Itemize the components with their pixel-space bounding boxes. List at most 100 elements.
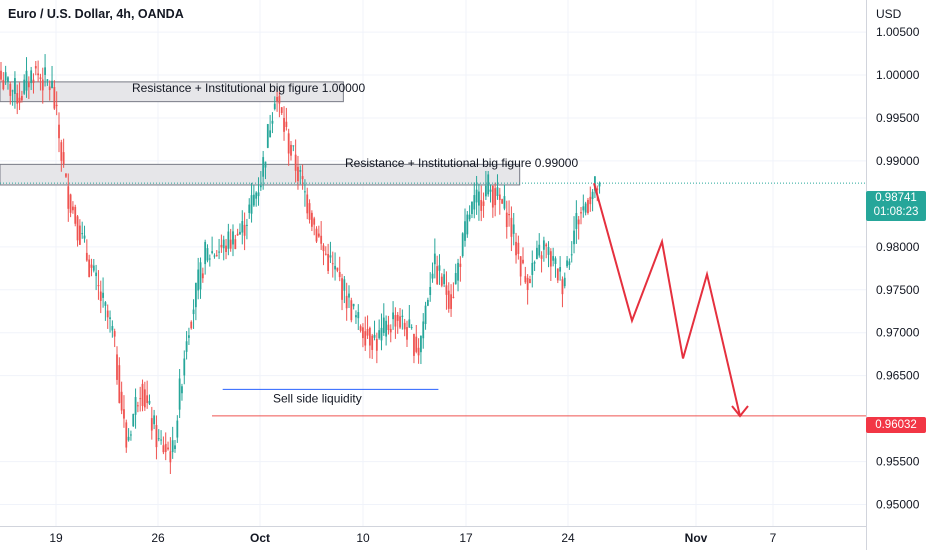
projection-arrowhead: [731, 405, 749, 418]
candle-body: [568, 261, 571, 266]
candle-body: [16, 93, 19, 104]
candle-body: [359, 326, 362, 331]
candle-body: [160, 439, 162, 441]
x-tick-label: 24: [561, 531, 575, 545]
resistance-zone: [0, 81, 344, 103]
candle-body: [378, 330, 381, 339]
candle-body: [150, 418, 153, 431]
resistance-zone: [0, 163, 521, 186]
candle-body: [536, 247, 538, 260]
candle-body: [246, 224, 248, 226]
currency-label: USD: [876, 7, 902, 21]
candle-body: [496, 187, 499, 196]
candle-body: [243, 224, 246, 236]
candle-body: [222, 239, 225, 249]
candle-body: [480, 199, 483, 211]
candle-body: [426, 299, 429, 306]
candle-body: [322, 245, 325, 252]
candle-body: [264, 161, 267, 168]
candle-body: [227, 231, 230, 249]
candle-body: [396, 314, 399, 321]
y-tick-label: 1.00500: [876, 25, 920, 39]
candle-body: [561, 279, 564, 295]
candle-body: [338, 271, 341, 278]
candle-body: [23, 79, 26, 94]
candle-body: [478, 191, 480, 206]
candle-body: [580, 212, 582, 214]
candle-body: [44, 67, 46, 75]
candle-body: [271, 120, 274, 124]
candle-body: [11, 90, 14, 92]
candle-body: [188, 335, 190, 338]
candle-body: [92, 265, 95, 271]
candle-body: [331, 263, 334, 265]
candle-body: [336, 267, 339, 271]
candle-body: [194, 282, 197, 308]
candle-body: [143, 389, 146, 408]
candle-body: [58, 124, 60, 139]
last-price-value: 0.98741: [875, 192, 917, 204]
candle-body: [278, 96, 281, 104]
candle-body: [192, 309, 195, 315]
candle-body: [111, 326, 114, 331]
candle-body: [459, 263, 462, 267]
candle-body: [250, 195, 253, 214]
candle-body: [76, 216, 79, 241]
x-tick-label: 26: [151, 531, 165, 545]
candle-body: [584, 203, 587, 213]
candle-body: [174, 445, 176, 449]
candle-body: [273, 103, 276, 110]
candle-body: [510, 217, 513, 237]
candle-body: [155, 425, 158, 448]
candle-body: [141, 383, 144, 406]
candle-body: [167, 447, 169, 450]
candle-body: [218, 251, 220, 253]
candle-body: [53, 87, 56, 109]
candle-body: [368, 327, 371, 346]
y-tick-label: 0.97500: [876, 283, 920, 297]
candle-body: [443, 274, 446, 285]
candle-body: [457, 262, 459, 281]
candle-body: [171, 440, 174, 453]
projection-path: [593, 182, 741, 417]
candle-body: [487, 174, 490, 195]
candle-body: [399, 316, 401, 328]
candle-body: [14, 78, 16, 94]
candle-body: [406, 327, 408, 340]
candle-body: [74, 206, 77, 224]
candle-body: [389, 328, 392, 333]
candle-body: [445, 285, 448, 295]
candle-body: [262, 157, 265, 177]
candle-body: [136, 405, 139, 407]
candle-body: [208, 258, 211, 260]
candle-body: [146, 395, 149, 403]
candle-body: [65, 173, 67, 177]
annotation-lines: Resistance + Institutional big figure 1.…: [0, 81, 866, 418]
candle-body: [118, 365, 121, 403]
candle-body: [285, 121, 288, 128]
candle-body: [130, 434, 132, 436]
candle-body: [18, 97, 21, 104]
candle-body: [215, 255, 218, 257]
y-tick-label: 0.97000: [876, 326, 920, 340]
target-price-tag: 0.96032: [866, 417, 926, 433]
candle-body: [27, 82, 30, 88]
candle-body: [39, 77, 42, 79]
candle-body: [438, 265, 441, 271]
candle-body: [352, 303, 355, 307]
candle-body: [60, 142, 63, 161]
candle-body: [547, 247, 550, 255]
candle-body: [440, 276, 443, 286]
candle-body: [420, 335, 422, 353]
candle-body: [573, 230, 575, 245]
candle-body: [120, 391, 123, 411]
candle-body: [148, 400, 151, 404]
candle-body: [37, 73, 40, 76]
candle-body: [566, 260, 568, 267]
candle-body: [491, 185, 494, 208]
candle-body: [538, 244, 541, 256]
candle-body: [164, 443, 167, 452]
candle-body: [508, 214, 510, 216]
